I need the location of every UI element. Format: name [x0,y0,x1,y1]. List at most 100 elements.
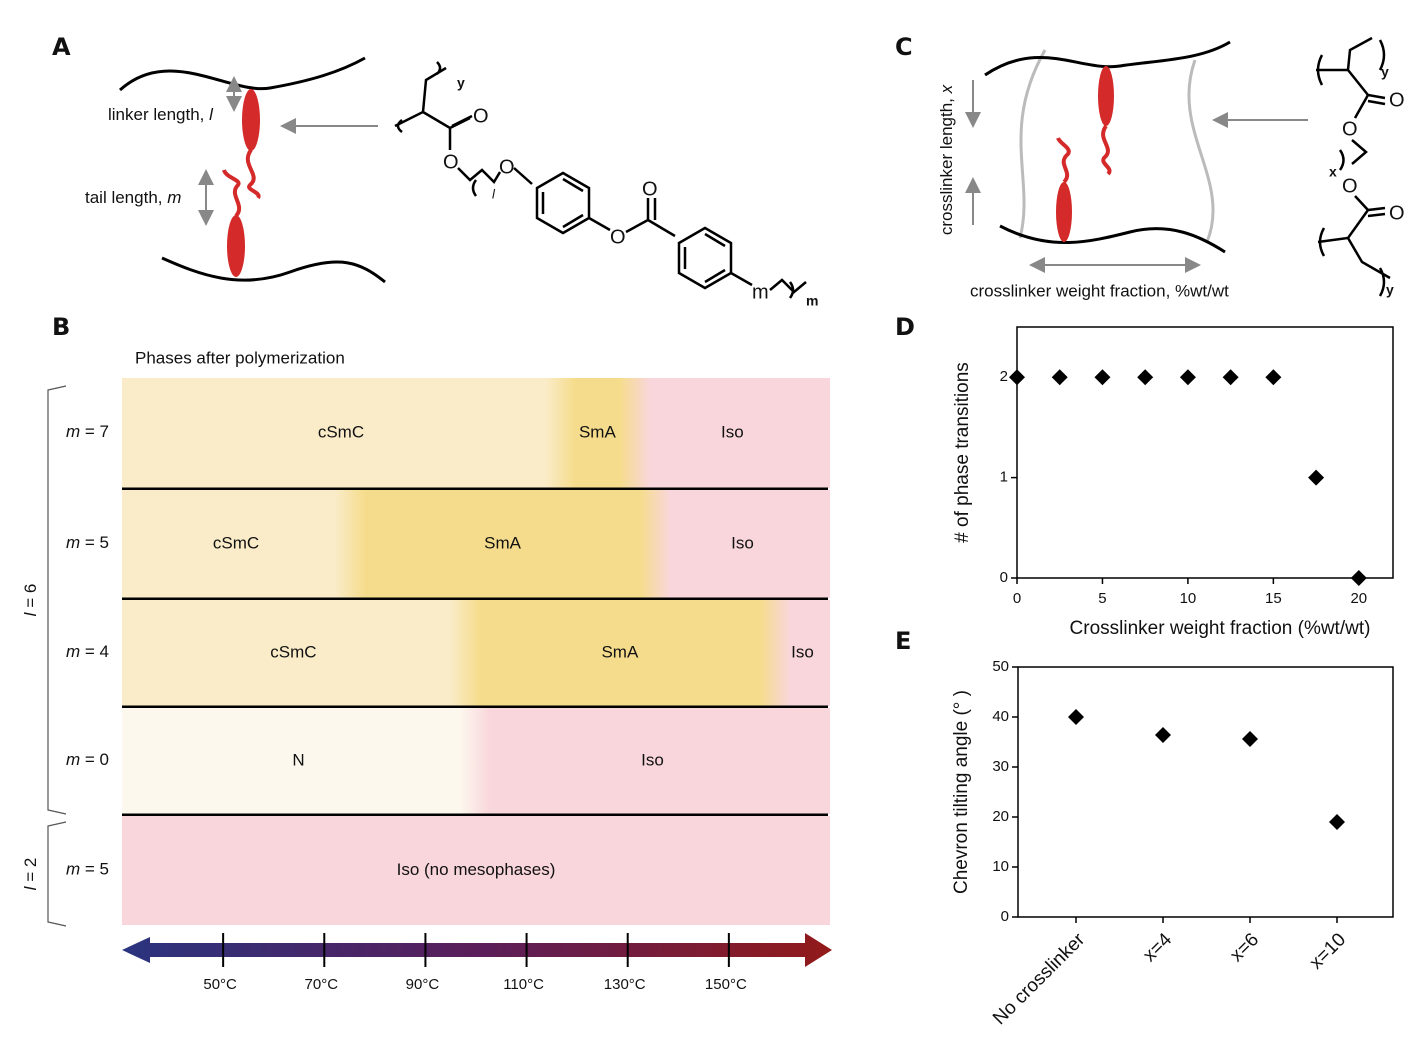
y-tick-label: 2 [1000,368,1008,385]
chemical-structure: y O O x O O y [1316,36,1404,298]
y-tick-label: 30 [992,758,1009,775]
phase-diagram: cSmC SmA Iso m = 7 cSmC SmA Iso m = 5 cSmC SmA Iso… [66,378,830,925]
data-point [1179,369,1196,386]
x-tick-label: 20 [1350,590,1367,607]
polymer-chain [118,56,366,92]
label-text: = 5 [80,860,109,879]
label-text: = 0 [80,750,109,769]
atom: x [1329,164,1337,180]
phase-label: Iso [641,750,664,769]
label-text: linker length, [108,105,209,124]
polymer-chain [999,224,1226,254]
data-point [1094,369,1111,386]
group-bracket [47,385,67,815]
label-symbol: l [209,105,214,124]
phase-band [122,816,830,925]
atom: m [752,281,769,303]
mesogen [242,89,260,151]
label-text: crosslinker length, [937,93,956,235]
x-tick-label: 50°C [203,976,237,993]
atom: O [1342,118,1358,140]
temperature-arrow [122,933,832,967]
panel-label: B [52,313,70,341]
phase-label: Iso [721,422,744,441]
panel-label: A [52,33,71,61]
phase-label: SmA [579,422,617,441]
atom: O [499,156,515,178]
data-point [1222,369,1239,386]
label-text: = 7 [80,422,109,441]
y-axis-label: Chevron tilting angle (° ) [951,690,972,894]
atom: O [1342,175,1358,197]
atom: m [806,293,818,309]
x-tick-label: x=4 [1139,929,1176,966]
polymer-chain [984,40,1231,77]
x-tick-label: 5 [1098,590,1106,607]
phase-label: cSmC [270,642,316,661]
phase-label: Iso [731,533,754,552]
atom: y [1381,64,1389,80]
y-tick-label: 20 [992,808,1009,825]
panel-label: E [895,627,911,655]
label-symbol: m [66,750,80,769]
phase-band [122,378,830,488]
label-symbol: m [66,860,80,879]
label-symbol: m [66,642,80,661]
data-point [1068,709,1084,725]
x-axis-label: Crosslinker weight fraction (%wt/wt) [1070,618,1371,639]
crosslink [1018,49,1047,239]
label-text: tail length, [85,188,167,207]
group-label: l = 2 [21,858,40,891]
group-bracket [47,821,67,927]
phase-label: Iso (no mesophases) [397,860,556,879]
row-label: m = 4 [66,642,109,661]
label-text: = 4 [80,642,109,661]
x-tick-label: 0 [1013,590,1021,607]
x-tick-label: x=6 [1226,929,1263,966]
y-tick-label: 50 [992,658,1009,675]
row-label: m = 5 [66,860,109,879]
data-point [1265,369,1282,386]
phase-band [122,490,830,598]
label-text: = 2 [21,858,40,887]
atom: O [443,151,459,173]
data-point [1051,369,1068,386]
y-axis-label: # of phase transitions [952,362,973,543]
label-symbol: m [66,533,80,552]
x-tick-label: x=10 [1306,929,1350,973]
polymer-chain [161,256,386,284]
x-tick-label: 130°C [604,976,646,993]
phase-label: SmA [484,533,522,552]
atom: y [457,75,465,91]
x-tick-label: 150°C [705,976,747,993]
atom: y [1386,282,1394,298]
x-tick-label: 90°C [406,976,440,993]
crosslinker-fraction-label: crosslinker weight fraction, %wt/wt [970,281,1229,300]
y-tick-label: 10 [992,858,1009,875]
y-tick-label: 1 [1000,469,1008,486]
y-tick-label: 0 [1001,908,1009,925]
atom: O [642,178,658,200]
label-symbol: l [21,611,40,616]
phase-label: N [292,750,304,769]
mesogen [1098,66,1114,126]
group-label: l = 6 [21,584,40,617]
x-tick-label: 15 [1265,590,1282,607]
crosslink [1187,59,1215,243]
phase-band [122,708,830,814]
mesogen-tail [1101,124,1112,176]
mesogen-tail [222,169,242,218]
phase-label: cSmC [213,533,259,552]
x-tick-label: 110°C [503,976,544,993]
x-tick-label: 10 [1180,590,1197,607]
phase-label: cSmC [318,422,364,441]
row-label: m = 7 [66,422,109,441]
crosslinker-length-label: crosslinker length, x [937,84,956,235]
phase-label: SmA [601,642,639,661]
mesogen-tail [245,148,261,200]
tail-label: tail length, m [85,188,181,207]
phase-band [122,600,830,706]
data-point [1329,814,1345,830]
panel-title: Phases after polymerization [135,348,345,367]
